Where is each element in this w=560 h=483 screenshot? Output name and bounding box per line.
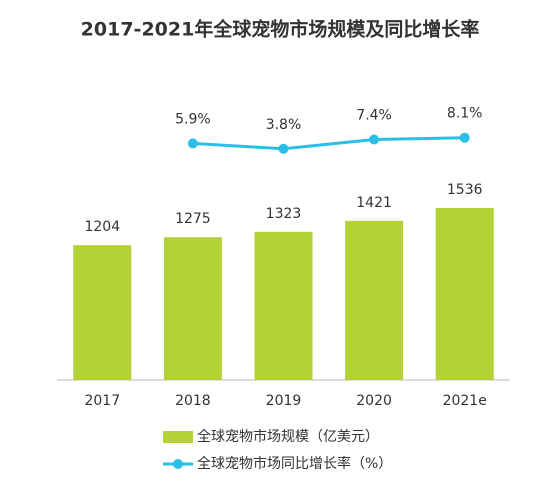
bar bbox=[345, 220, 404, 380]
bar bbox=[254, 231, 313, 380]
line-point bbox=[278, 143, 289, 154]
x-tick-label: 2021e bbox=[443, 393, 487, 409]
bar-value-label: 1275 bbox=[175, 211, 211, 227]
line-value-label: 3.8% bbox=[266, 117, 302, 133]
legend-swatch bbox=[163, 431, 193, 443]
x-tick-label: 2019 bbox=[266, 393, 302, 409]
bar-value-label: 1536 bbox=[447, 182, 483, 198]
line-value-label: 7.4% bbox=[356, 108, 392, 124]
legend-marker bbox=[173, 459, 183, 469]
bar bbox=[73, 245, 132, 380]
x-tick-label: 2018 bbox=[175, 393, 211, 409]
bar-value-label: 1323 bbox=[266, 206, 302, 222]
bar-value-label: 1204 bbox=[84, 219, 120, 235]
chart-title: 2017-2021年全球宠物市场规模及同比增长率 bbox=[81, 18, 480, 41]
line-point bbox=[369, 134, 380, 145]
x-tick-label: 2017 bbox=[84, 393, 120, 409]
x-tick-label: 2020 bbox=[356, 393, 392, 409]
bar bbox=[435, 207, 494, 380]
bar-value-label: 1421 bbox=[356, 195, 392, 211]
legend-label: 全球宠物市场同比增长率（%） bbox=[197, 455, 392, 472]
line-point bbox=[459, 132, 470, 143]
line bbox=[192, 136, 465, 151]
line-point bbox=[187, 138, 198, 149]
line-value-label: 8.1% bbox=[447, 106, 483, 122]
legend-label: 全球宠物市场规模（亿美元） bbox=[197, 428, 379, 445]
line-value-label: 5.9% bbox=[175, 111, 211, 127]
bar bbox=[163, 237, 222, 380]
